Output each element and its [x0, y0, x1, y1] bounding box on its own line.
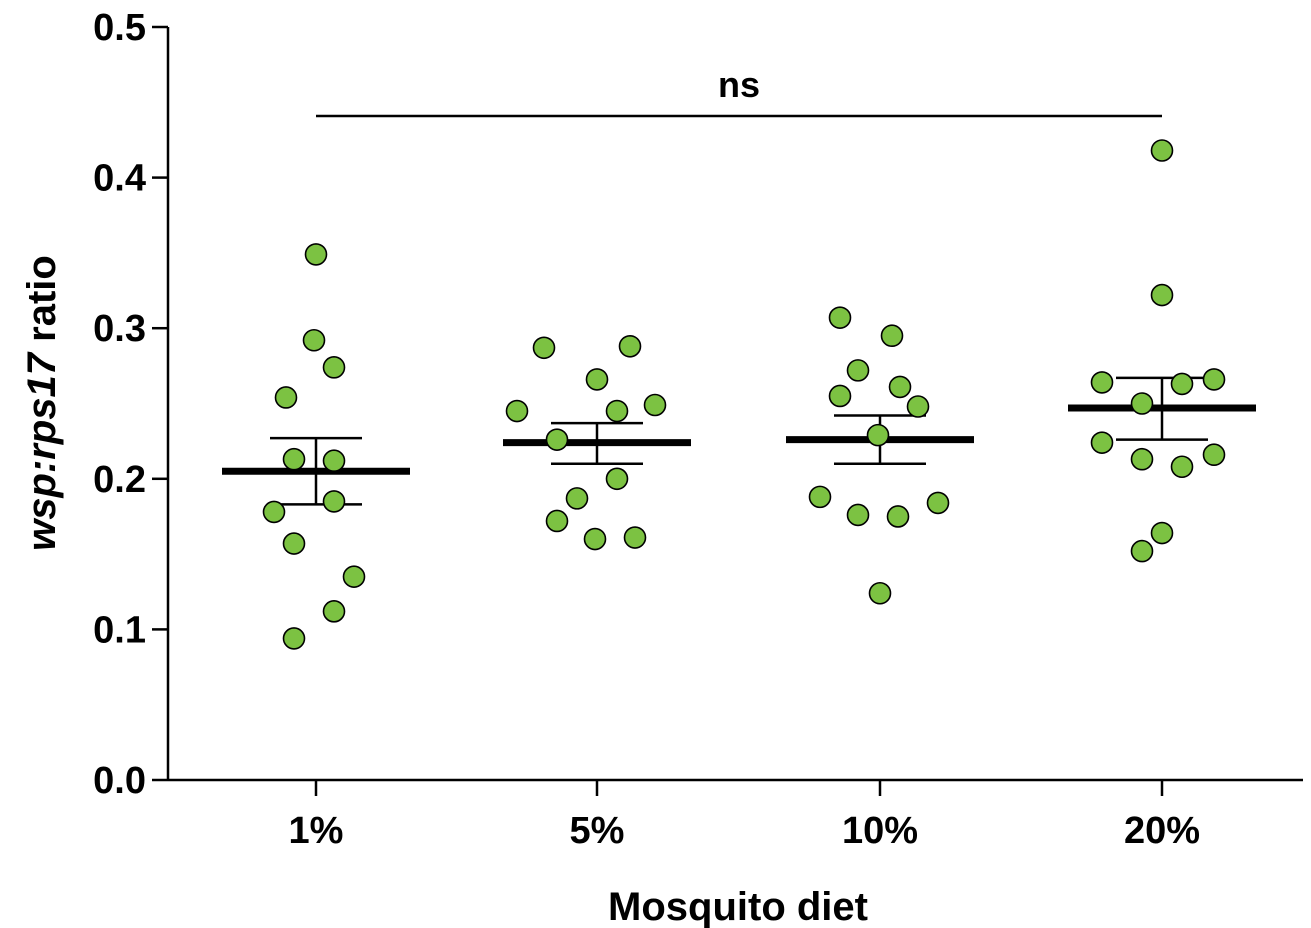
data-point: [505, 399, 529, 423]
data-point: [1130, 392, 1154, 415]
data-point: [545, 428, 569, 451]
data-point: [282, 532, 306, 555]
data-point: [322, 600, 346, 623]
significance-annotation: ns: [316, 64, 1162, 118]
x-tick-label: 20%: [1124, 810, 1200, 852]
data-point: [618, 334, 642, 358]
data-point: [1090, 431, 1114, 454]
y-tick-label: 0.0: [93, 760, 146, 802]
data-point: [322, 449, 346, 473]
data-point: [322, 490, 346, 513]
data-point: [1170, 372, 1194, 396]
data-point: [282, 627, 306, 650]
data-point: [1202, 368, 1226, 391]
data-point: [605, 467, 629, 491]
data-point: [1150, 139, 1174, 162]
data-point: [605, 399, 629, 423]
data-point: [565, 487, 589, 510]
data-point: [302, 328, 326, 352]
data-point: [1130, 539, 1154, 563]
data-point: [1170, 455, 1194, 479]
data-point: [846, 359, 870, 382]
data-point: [828, 384, 852, 408]
mean-sem-bars: [222, 376, 1256, 506]
y-tick-label: 0.5: [93, 7, 146, 49]
data-point: [888, 375, 912, 399]
data-point: [623, 526, 647, 549]
data-point: [808, 485, 832, 509]
axes: [152, 25, 1303, 796]
tick-labels: 0.0 0.1 0.2 0.3 0.4 0.5 1% 5% 10% 20%: [93, 7, 1200, 852]
data-point: [866, 423, 890, 447]
data-point: [880, 324, 904, 348]
data-point: [304, 243, 328, 266]
y-axis-title: wsp:rps17 ratio: [20, 255, 64, 551]
data-point: [926, 491, 950, 515]
data-points: [262, 139, 1226, 650]
data-point: [1150, 283, 1174, 307]
data-point: [828, 306, 852, 329]
data-point: [1202, 443, 1226, 467]
data-point: [322, 356, 346, 379]
data-point: [274, 386, 298, 409]
y-tick-label: 0.1: [93, 609, 146, 651]
data-point: [868, 581, 892, 605]
y-tick-label: 0.2: [93, 459, 146, 501]
data-point: [583, 527, 607, 551]
y-tick-label: 0.3: [93, 308, 146, 350]
data-point: [1090, 371, 1114, 394]
x-tick-label: 5%: [570, 810, 625, 852]
data-point: [906, 395, 930, 418]
y-axis-title-part: ratio: [20, 255, 64, 353]
data-point: [1150, 521, 1174, 545]
data-point: [1130, 447, 1154, 471]
x-axis-title: Mosquito diet: [608, 885, 868, 928]
data-point: [532, 336, 556, 360]
data-point: [262, 500, 286, 524]
x-tick-label: 1%: [289, 810, 344, 852]
significance-label: ns: [718, 64, 760, 105]
data-point: [545, 509, 569, 533]
y-tick-label: 0.4: [93, 158, 146, 200]
data-point: [282, 447, 306, 471]
data-point: [643, 393, 667, 417]
data-point: [886, 505, 910, 528]
data-point: [846, 503, 870, 527]
x-tick-label: 10%: [842, 810, 918, 852]
y-axis-title-part: wsp:rps17: [20, 351, 64, 551]
data-point: [585, 368, 609, 391]
data-point: [342, 565, 366, 588]
